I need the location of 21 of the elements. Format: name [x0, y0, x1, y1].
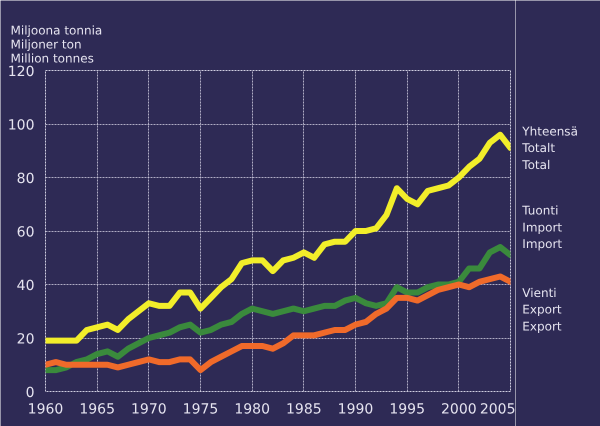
x-tick-label: 2005 [480, 402, 516, 418]
y-tick-label: 20 [16, 332, 35, 348]
y-tick-label: 60 [16, 224, 35, 240]
series-label: Yhteensä Totalt Total [521, 124, 578, 172]
y-tick-label: 80 [16, 171, 35, 187]
y-tick-label: 0 [26, 385, 35, 401]
y-tick-label: 40 [16, 278, 35, 294]
series-label: Tuonti Import Import [521, 203, 562, 252]
x-tick-label: 1960 [28, 402, 64, 418]
x-tick-label: 1980 [234, 402, 270, 418]
x-tick-label: 1990 [338, 402, 374, 418]
x-tick-label: 1965 [79, 402, 115, 418]
x-tick-label: 1975 [182, 402, 218, 418]
x-tick-label: 2000 [441, 402, 477, 418]
y-axis-title: Miljoona tonnia Miljoner ton Million tonnes [10, 24, 102, 66]
x-tick-label: 1970 [131, 402, 167, 418]
series-label: Vienti Export Export [522, 286, 562, 334]
y-tick-label: 120 [8, 64, 35, 80]
x-tick-label: 1995 [389, 402, 425, 418]
y-tick-label: 100 [8, 118, 35, 134]
x-tick-label: 1985 [286, 402, 322, 418]
